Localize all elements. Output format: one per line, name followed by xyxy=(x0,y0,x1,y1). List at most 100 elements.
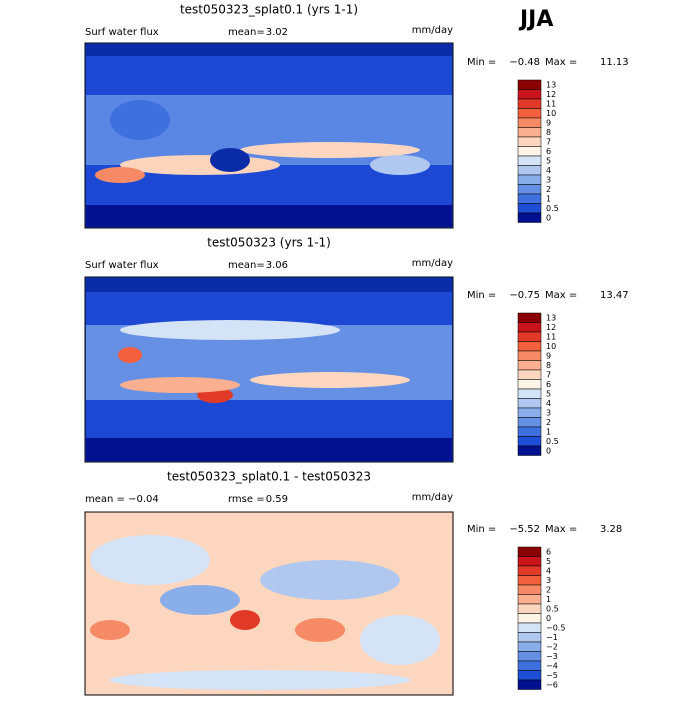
min-value: −5.52 xyxy=(509,524,540,535)
colorbar-box xyxy=(517,426,542,437)
colorbar-label: −0.5 xyxy=(546,623,565,632)
left-label: Surf water flux xyxy=(85,27,159,38)
colorbar-label: 9 xyxy=(546,351,551,360)
panel-title: test050323_splat0.1 (yrs 1-1) xyxy=(180,3,358,17)
colorbar-label: −5 xyxy=(546,671,558,680)
map-panel-3 xyxy=(84,511,454,696)
colorbar-box xyxy=(517,622,542,633)
colorbar-label: 5 xyxy=(546,156,551,165)
colorbar-box xyxy=(517,331,542,342)
colorbar-label: 12 xyxy=(546,323,556,332)
min-label: Min = xyxy=(467,57,496,68)
colorbar-label: 1 xyxy=(546,194,551,203)
colorbar-box xyxy=(517,165,542,176)
stat-value: 0.59 xyxy=(266,494,288,505)
colorbar-label: 5 xyxy=(546,389,551,398)
colorbar-label: −3 xyxy=(546,652,558,661)
max-value: 3.28 xyxy=(600,524,622,535)
colorbar-box xyxy=(517,594,542,605)
colorbar-box xyxy=(517,146,542,157)
colorbar-label: 4 xyxy=(546,166,551,175)
colorbar-box xyxy=(517,436,542,447)
colorbar-box xyxy=(517,127,542,138)
colorbar-label: 10 xyxy=(546,342,556,351)
colorbar-label: 0 xyxy=(546,213,551,222)
colorbar-label: 3 xyxy=(546,175,551,184)
colorbar-box xyxy=(517,360,542,371)
max-label: Max = xyxy=(545,57,577,68)
colorbar-box xyxy=(517,603,542,614)
max-value: 13.47 xyxy=(600,290,629,301)
colorbar-box xyxy=(517,184,542,195)
stat-label: mean= xyxy=(228,27,265,38)
stat-label: mean= xyxy=(228,260,265,271)
colorbar-box xyxy=(517,98,542,109)
colorbar-label: 5 xyxy=(546,557,551,566)
colorbar-label: 2 xyxy=(546,418,551,427)
stat-value: 3.02 xyxy=(266,27,288,38)
colorbar-label: 6 xyxy=(546,147,551,156)
panel-title: test050323_splat0.1 - test050323 xyxy=(167,470,371,484)
colorbar-label: 10 xyxy=(546,109,556,118)
colorbar-label: 2 xyxy=(546,585,551,594)
colorbar-box xyxy=(517,651,542,662)
left-label: mean = −0.04 xyxy=(85,494,159,505)
units: mm/day xyxy=(412,258,453,269)
colorbar-label: 11 xyxy=(546,99,556,108)
colorbar-box xyxy=(517,174,542,185)
min-value: −0.48 xyxy=(509,57,540,68)
colorbar-label: 8 xyxy=(546,361,551,370)
colorbar-label: 3 xyxy=(546,576,551,585)
colorbar-label: 2 xyxy=(546,185,551,194)
colorbar-box xyxy=(517,341,542,352)
colorbar-label: 13 xyxy=(546,80,556,89)
colorbar-box xyxy=(517,369,542,380)
colorbar-box xyxy=(517,641,542,652)
colorbar-label: 12 xyxy=(546,90,556,99)
colorbar-box xyxy=(517,155,542,166)
colorbar-label: 8 xyxy=(546,128,551,137)
units: mm/day xyxy=(412,492,453,503)
colorbar-box xyxy=(517,312,542,323)
colorbar-box xyxy=(517,565,542,576)
units: mm/day xyxy=(412,25,453,36)
colorbar-label: 0.5 xyxy=(546,604,559,613)
max-value: 11.13 xyxy=(600,57,629,68)
min-label: Min = xyxy=(467,290,496,301)
colorbar-label: −4 xyxy=(546,661,558,670)
colorbar-label: 9 xyxy=(546,118,551,127)
colorbar-label: 6 xyxy=(546,380,551,389)
colorbar-label: 7 xyxy=(546,137,551,146)
colorbar-label: 4 xyxy=(546,399,551,408)
max-label: Max = xyxy=(545,524,577,535)
stat-value: 3.06 xyxy=(266,260,288,271)
max-label: Max = xyxy=(545,290,577,301)
colorbar-label: 6 xyxy=(546,547,551,556)
colorbar-label: −6 xyxy=(546,680,558,689)
colorbar-label: 1 xyxy=(546,427,551,436)
colorbar-label: −2 xyxy=(546,642,558,651)
map-panel-1 xyxy=(84,42,454,229)
colorbar-box xyxy=(517,212,542,223)
colorbar-box xyxy=(517,388,542,399)
colorbar-box xyxy=(517,379,542,390)
colorbar-box xyxy=(517,89,542,100)
min-value: −0.75 xyxy=(509,290,540,301)
colorbar-box xyxy=(517,136,542,147)
colorbar-box xyxy=(517,613,542,624)
colorbar-label: 0.5 xyxy=(546,204,559,213)
colorbar-label: 0.5 xyxy=(546,437,559,446)
colorbar-box xyxy=(517,193,542,204)
colorbar-box xyxy=(517,556,542,567)
colorbar-box xyxy=(517,350,542,361)
colorbar-box xyxy=(517,445,542,456)
colorbar-box xyxy=(517,417,542,428)
colorbar-box xyxy=(517,322,542,333)
colorbar-label: 0 xyxy=(546,614,551,623)
colorbar-box xyxy=(517,407,542,418)
colorbar-box xyxy=(517,398,542,409)
colorbar-label: 1 xyxy=(546,595,551,604)
colorbar-label: 7 xyxy=(546,370,551,379)
colorbar-box xyxy=(517,584,542,595)
